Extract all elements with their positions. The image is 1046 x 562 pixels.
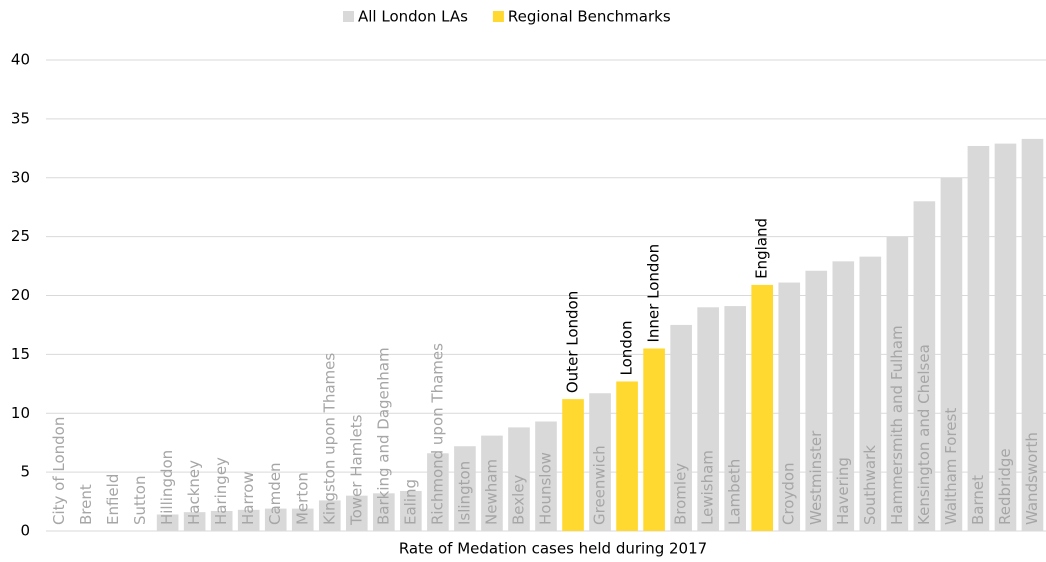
- y-tick-label: 15: [11, 345, 30, 363]
- x-tick-label: Newham: [482, 459, 500, 525]
- x-tick-label: Camden: [266, 462, 284, 525]
- bar: [508, 427, 530, 531]
- x-tick-label: Inner London: [645, 244, 663, 343]
- bar: [291, 508, 314, 531]
- y-tick-label: 20: [11, 286, 30, 304]
- x-tick-label: Haringey: [212, 457, 230, 525]
- bar: [751, 284, 774, 531]
- bar: [994, 143, 1017, 532]
- bar: [589, 393, 611, 531]
- bar: [318, 500, 341, 531]
- x-tick-label: Hillingdon: [158, 450, 176, 525]
- bar: [616, 381, 638, 531]
- bar: [481, 435, 503, 531]
- x-tick-label: Havering: [834, 457, 852, 525]
- legend-swatch: [492, 11, 504, 22]
- x-tick-label: Bexley: [509, 474, 527, 525]
- bar: [454, 446, 476, 531]
- x-tick-label: Enfield: [104, 474, 122, 525]
- x-tick-label: City of London: [50, 417, 68, 525]
- y-tick-label: 25: [11, 227, 30, 245]
- bar: [913, 201, 936, 532]
- x-tick-label: Barking and Dagenham: [374, 347, 392, 525]
- x-tick-label: Redbridge: [996, 448, 1014, 525]
- bar: [778, 282, 801, 531]
- x-tick-label: England: [753, 218, 771, 279]
- x-tick-label: Greenwich: [591, 445, 609, 525]
- x-tick-label: London: [618, 320, 636, 375]
- x-tick-label: Islington: [455, 461, 473, 525]
- x-tick-label: Barnet: [969, 475, 987, 525]
- x-tick-label: Richmond upon Thames: [428, 343, 446, 525]
- bar: [237, 509, 260, 531]
- legend-swatch: [343, 11, 354, 22]
- x-tick-label: Outer London: [564, 291, 582, 393]
- bar: [535, 421, 557, 531]
- legend-label: Regional Benchmarks: [508, 8, 671, 26]
- x-tick-label: Ealing: [401, 479, 419, 525]
- y-tick-label: 40: [11, 51, 30, 69]
- x-axis-label: Rate of Medation cases held during 2017: [399, 540, 707, 558]
- x-tick-label: Lewisham: [699, 450, 717, 525]
- bar: [724, 306, 746, 531]
- y-tick-label: 10: [11, 404, 30, 422]
- legend-label: All London LAs: [358, 8, 468, 26]
- bar: [562, 399, 584, 531]
- bar: [427, 453, 449, 531]
- bar: [967, 145, 990, 531]
- bar: [210, 510, 233, 531]
- bar: [156, 514, 179, 531]
- x-tick-label: Brent: [77, 484, 95, 525]
- x-tick-label: Westminster: [807, 430, 825, 525]
- bar: [183, 512, 206, 531]
- bar: [859, 256, 882, 531]
- x-tick-label: Wandsworth: [1023, 432, 1041, 525]
- x-tick-label: Kingston upon Thames: [320, 353, 338, 525]
- bar: [264, 508, 287, 531]
- y-tick-label: 0: [20, 522, 30, 540]
- bar: [346, 495, 368, 531]
- bar: [940, 177, 963, 531]
- x-tick-label: Kensington and Chelsea: [915, 344, 933, 525]
- bar: [400, 490, 422, 531]
- x-tick-label: Waltham Forest: [942, 408, 960, 525]
- bar: [697, 307, 719, 531]
- x-tick-label: Sutton: [131, 476, 149, 525]
- x-tick-label: Harrow: [239, 471, 257, 525]
- x-tick-label: Bromley: [672, 463, 690, 525]
- bar: [373, 493, 395, 531]
- x-tick-label: Tower Hamlets: [347, 414, 365, 526]
- bar: [1021, 138, 1044, 531]
- bar: [832, 261, 855, 531]
- y-tick-label: 5: [20, 463, 30, 481]
- bar: [643, 348, 665, 531]
- y-tick-label: 30: [11, 168, 30, 186]
- bar: [805, 270, 828, 531]
- y-tick-label: 35: [11, 109, 30, 127]
- x-tick-label: Lambeth: [726, 459, 744, 525]
- x-tick-label: Hounslow: [537, 452, 555, 525]
- x-tick-label: Hackney: [185, 460, 203, 525]
- x-tick-label: Croydon: [780, 462, 798, 525]
- x-tick-label: Southwark: [861, 445, 879, 525]
- bar: [670, 324, 692, 531]
- bar: [886, 236, 909, 531]
- x-tick-label: Hammersmith and Fulham: [888, 325, 906, 525]
- x-tick-label: Merton: [293, 472, 311, 525]
